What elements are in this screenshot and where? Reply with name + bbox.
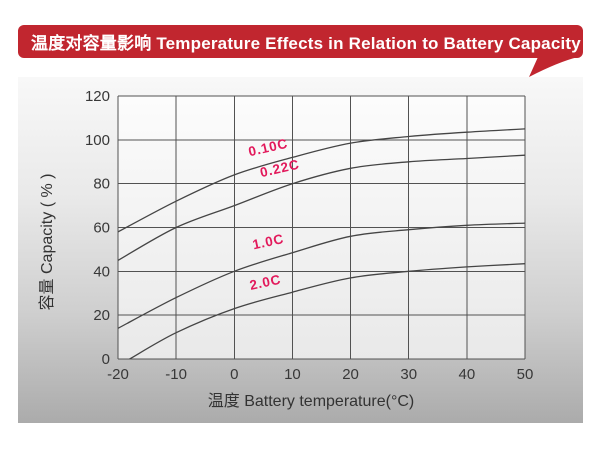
- curve-label-2.0C: 2.0C: [248, 272, 282, 293]
- x-tick-label: -10: [165, 366, 187, 383]
- curve-label-1.0C: 1.0C: [251, 231, 285, 252]
- header-banner: 温度对容量影响 Temperature Effects in Relation …: [18, 25, 583, 58]
- x-tick-label: 30: [400, 366, 417, 383]
- data-curves: [118, 128, 525, 359]
- curve-1.0C: [118, 222, 525, 329]
- banner-tail: [529, 57, 578, 77]
- curve-0.22C: [118, 154, 525, 261]
- y-axis-title: 容量 Capacity ( % ): [38, 174, 56, 311]
- x-tick-label: 10: [284, 366, 301, 383]
- y-tick-label: 60: [93, 220, 110, 237]
- x-tick-label: -20: [107, 366, 129, 383]
- x-tick-label: 40: [459, 366, 476, 383]
- x-tick-label: 50: [517, 366, 534, 383]
- page-title: 温度对容量影响 Temperature Effects in Relation …: [31, 34, 581, 53]
- y-tick-label: 40: [93, 263, 110, 280]
- y-tick-label: 100: [85, 132, 110, 149]
- x-axis-title: 温度 Battery temperature(°C): [208, 392, 414, 410]
- y-tick-label: 0: [102, 351, 110, 368]
- curve-2.0C: [129, 263, 525, 359]
- y-tick-label: 120: [85, 88, 110, 105]
- y-tick-label: 80: [93, 176, 110, 193]
- x-tick-label: 20: [342, 366, 359, 383]
- x-tick-label: 0: [230, 366, 238, 383]
- y-tick-label: 20: [93, 307, 110, 324]
- curve-0.10C: [118, 128, 525, 233]
- axis-tick-labels: -20 -10 0 10 20 30 40 50 0 20 40 60 80 100 120: [85, 88, 533, 383]
